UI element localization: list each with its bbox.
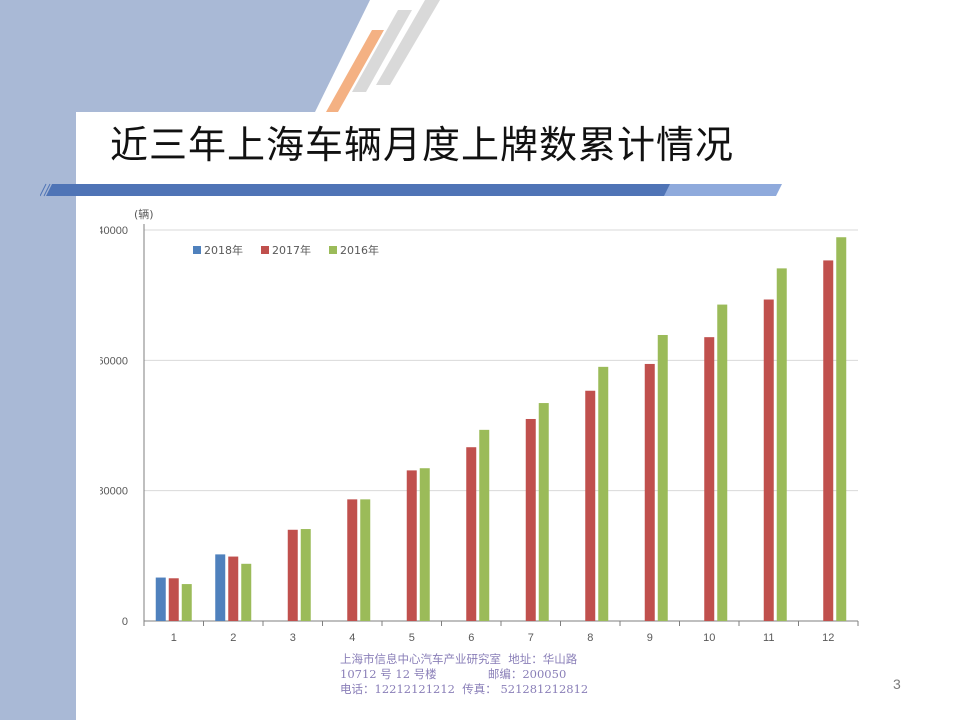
bar-2017年-11 bbox=[763, 299, 774, 621]
bar-2017年-6 bbox=[466, 447, 477, 621]
y-tick-label: 180000 bbox=[100, 486, 128, 498]
page-number: 3 bbox=[893, 676, 901, 692]
bar-2016年-5 bbox=[419, 468, 430, 621]
bar-2016年-3 bbox=[300, 529, 311, 621]
legend-label: 2018年 bbox=[204, 243, 243, 257]
legend-label: 2016年 bbox=[340, 243, 379, 257]
y-tick-label: 0 bbox=[122, 616, 128, 628]
legend-swatch-2016年 bbox=[329, 246, 337, 254]
x-tick-label: 1 bbox=[171, 632, 177, 644]
x-tick-label: 12 bbox=[822, 632, 834, 644]
footer-contact: 上海市信息中心汽车产业研究室 地址：华山路 10712 号 12 号楼 邮编：2… bbox=[340, 652, 640, 697]
x-tick-label: 7 bbox=[528, 632, 534, 644]
x-tick-label: 6 bbox=[468, 632, 474, 644]
y-tick-label: 360000 bbox=[100, 355, 128, 367]
title-underline-bar bbox=[40, 183, 782, 197]
bar-2016年-7 bbox=[538, 403, 549, 621]
top-decorative-shapes bbox=[0, 0, 440, 112]
footer-line: 上海市信息中心汽车产业研究室 地址：华山路 bbox=[340, 652, 578, 666]
left-decorative-band bbox=[0, 0, 76, 720]
bar-2016年-12 bbox=[836, 237, 847, 622]
x-tick-label: 2 bbox=[230, 632, 236, 644]
footer-line: 10712 号 12 号楼 邮编：200050 bbox=[340, 667, 567, 681]
bar-2017年-8 bbox=[585, 390, 596, 621]
x-tick-label: 11 bbox=[763, 632, 774, 644]
bar-2017年-12 bbox=[823, 260, 834, 621]
cumulative-registrations-chart: 0180000360000540000(辆)123456789101112201… bbox=[100, 207, 859, 644]
bar-2017年-4 bbox=[347, 499, 358, 621]
bar-2017年-3 bbox=[287, 529, 298, 621]
bar-2017年-1 bbox=[168, 578, 179, 621]
bar-2016年-11 bbox=[776, 268, 787, 621]
x-tick-label: 9 bbox=[647, 632, 653, 644]
bar-2017年-2 bbox=[228, 556, 239, 621]
bar-2016年-6 bbox=[479, 429, 490, 621]
x-tick-label: 10 bbox=[703, 632, 715, 644]
bar-2018年-1 bbox=[155, 577, 166, 621]
bar-2016年-9 bbox=[657, 334, 668, 621]
legend-swatch-2017年 bbox=[261, 246, 269, 254]
bar-2017年-9 bbox=[644, 363, 655, 621]
x-tick-label: 5 bbox=[409, 632, 415, 644]
bar-2017年-7 bbox=[525, 418, 536, 621]
x-tick-label: 8 bbox=[587, 632, 593, 644]
y-tick-label: 540000 bbox=[100, 225, 128, 237]
bar-2016年-10 bbox=[717, 304, 728, 621]
bar-2016年-1 bbox=[181, 584, 192, 621]
bar-2018年-2 bbox=[215, 554, 226, 621]
footer-line: 电话：12212121212 传真： 521281212812 bbox=[340, 682, 589, 696]
bar-2017年-10 bbox=[704, 337, 715, 621]
bar-2016年-2 bbox=[241, 563, 252, 621]
legend-swatch-2018年 bbox=[193, 246, 201, 254]
bar-2017年-5 bbox=[406, 470, 417, 621]
x-tick-label: 4 bbox=[349, 632, 355, 644]
x-tick-label: 3 bbox=[290, 632, 296, 644]
legend-label: 2017年 bbox=[272, 243, 311, 257]
slide-title: 近三年上海车辆月度上牌数累计情况 bbox=[110, 123, 735, 167]
bar-2016年-4 bbox=[360, 499, 371, 621]
y-unit-label: (辆) bbox=[134, 207, 154, 221]
bar-2016年-8 bbox=[598, 366, 609, 621]
